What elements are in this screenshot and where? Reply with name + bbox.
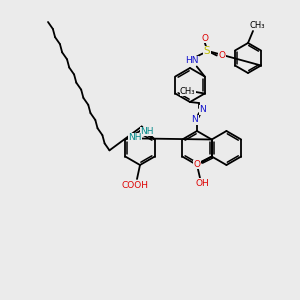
Text: CH₃: CH₃ [180, 87, 196, 96]
Text: COOH: COOH [122, 182, 148, 190]
Text: O: O [201, 34, 208, 43]
Text: S: S [203, 46, 210, 56]
Text: O: O [218, 51, 225, 60]
Text: N: N [192, 116, 198, 124]
Text: HN: HN [185, 56, 199, 65]
Text: O: O [193, 160, 200, 169]
Text: NH: NH [140, 127, 154, 136]
Text: NH: NH [128, 133, 142, 142]
Text: OH: OH [195, 178, 209, 188]
Text: CH₃: CH₃ [249, 20, 265, 29]
Text: N: N [200, 106, 206, 115]
